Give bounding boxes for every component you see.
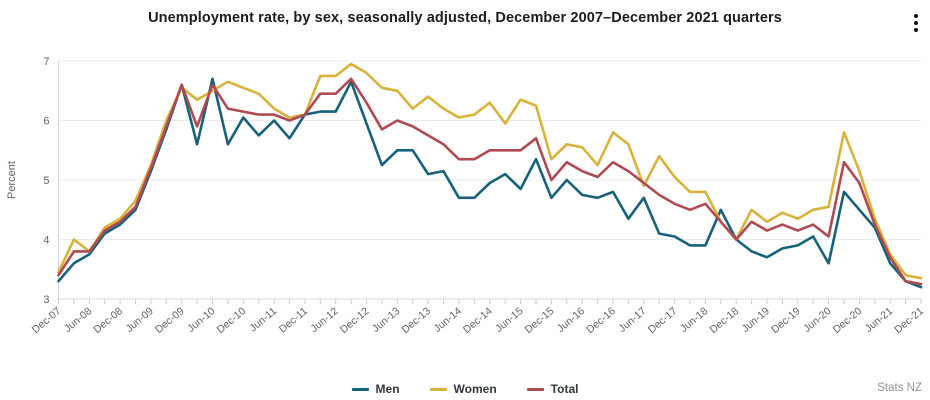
y-tick-label: 4: [43, 235, 49, 247]
x-tick-label: Dec-07: [30, 305, 64, 336]
y-tick-label: 6: [43, 116, 49, 128]
legend-label: Women: [453, 382, 497, 396]
x-tick-label: Jun-12: [308, 305, 340, 335]
chart-title: Unemployment rate, by sex, seasonally ad…: [148, 10, 782, 26]
y-tick-label: 3: [43, 294, 49, 306]
x-tick-label: Jun-15: [493, 305, 525, 335]
x-tick-label: Dec-18: [707, 305, 741, 336]
x-tick-label: Dec-14: [461, 305, 495, 336]
x-tick-label: Jun-08: [62, 305, 94, 335]
legend-label: Total: [550, 382, 579, 396]
x-tick-label: Jun-13: [370, 305, 402, 335]
x-tick-label: Jun-20: [801, 305, 833, 335]
source-credit: Stats NZ: [877, 382, 922, 394]
x-tick-label: Dec-10: [215, 305, 249, 336]
x-tick-label: Dec-08: [91, 305, 125, 336]
x-tick-label: Dec-13: [399, 305, 433, 336]
x-tick-label: Jun-19: [740, 305, 772, 335]
legend-swatch-women: [429, 387, 447, 391]
chart-legend: Men Women Total: [0, 382, 930, 396]
x-tick-label: Dec-21: [892, 305, 926, 336]
y-tick-label: 7: [43, 56, 49, 68]
x-tick-label: Jun-14: [432, 305, 464, 335]
legend-item-women[interactable]: Women: [429, 382, 497, 396]
x-tick-label: Dec-09: [153, 305, 187, 336]
x-tick-label: Dec-12: [338, 305, 372, 336]
x-tick-label: Dec-19: [769, 305, 803, 336]
x-tick-label: Jun-18: [678, 305, 710, 335]
x-tick-label: Dec-15: [523, 305, 557, 336]
series-line-total[interactable]: [57, 77, 923, 286]
x-tick-label: Dec-17: [646, 305, 680, 336]
legend-item-men[interactable]: Men: [351, 382, 400, 396]
x-tick-label: Jun-17: [616, 305, 648, 335]
legend-item-total[interactable]: Total: [526, 382, 579, 396]
x-tick-label: Jun-21: [863, 305, 895, 335]
series-line-men[interactable]: [57, 77, 923, 289]
y-axis-title: Percent: [6, 161, 18, 199]
x-tick-label: Dec-20: [831, 305, 865, 336]
legend-label: Men: [375, 382, 400, 396]
x-tick-label: Jun-16: [555, 305, 587, 335]
x-tick-label: Jun-10: [185, 305, 217, 335]
legend-swatch-men: [351, 387, 369, 391]
x-tick-label: Jun-11: [247, 305, 279, 334]
x-tick-label: Dec-11: [277, 305, 310, 336]
kebab-menu-icon[interactable]: [909, 11, 923, 35]
legend-swatch-total: [526, 387, 544, 391]
x-tick-label: Jun-09: [124, 305, 156, 335]
y-tick-label: 5: [43, 175, 49, 187]
x-tick-label: Dec-16: [584, 305, 618, 336]
series-line-women[interactable]: [57, 62, 923, 280]
